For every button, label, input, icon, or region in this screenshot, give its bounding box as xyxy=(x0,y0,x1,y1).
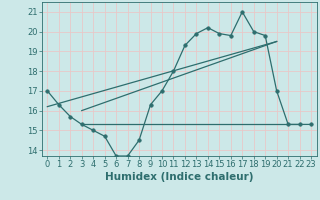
X-axis label: Humidex (Indice chaleur): Humidex (Indice chaleur) xyxy=(105,172,253,182)
